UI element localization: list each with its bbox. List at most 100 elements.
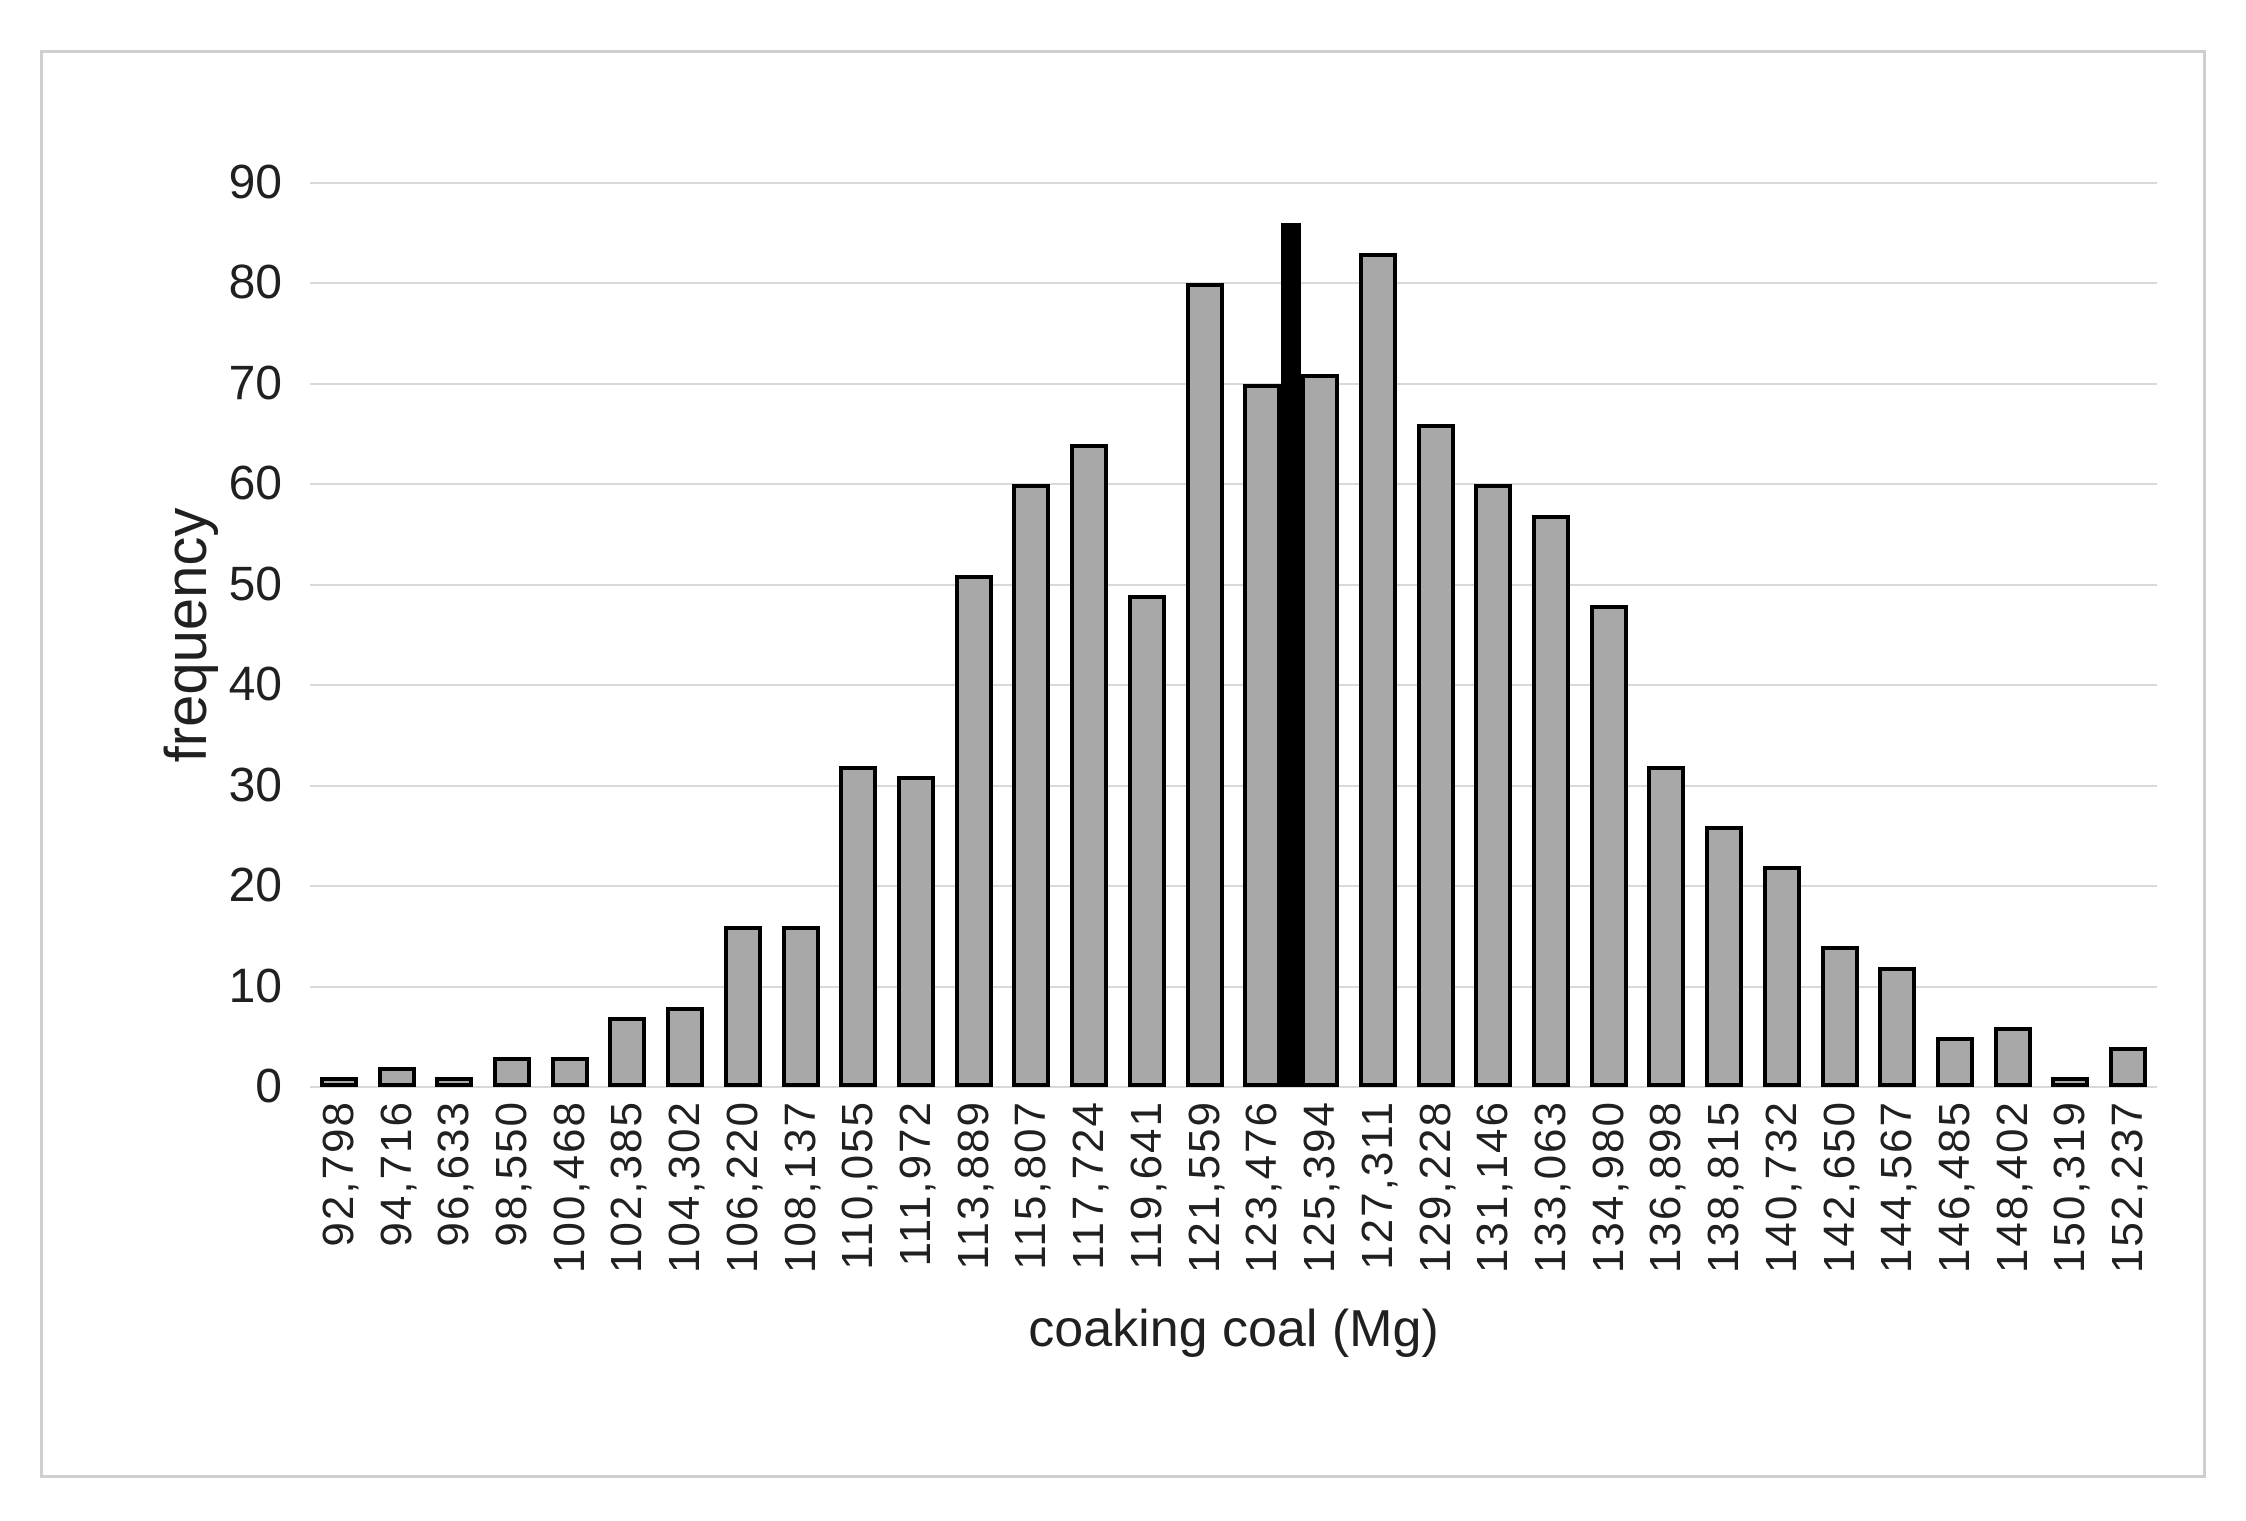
x-axis-tick-labels: 92,798 94,716 96,633 98,550 100,468 102,385 10… [310, 1100, 2157, 1300]
x-tick-label: 146,485 [1929, 1100, 1979, 1274]
gridline-y-20 [310, 885, 2157, 888]
bar-123,476 [1243, 383, 1282, 1087]
bar-cell [1868, 183, 1926, 1087]
x-tick-cell: 115,807 [1003, 1100, 1061, 1300]
x-tick-cell: 121,559 [1176, 1100, 1234, 1300]
x-tick-label: 140,732 [1756, 1100, 1806, 1274]
bar-127,311 [1358, 253, 1397, 1087]
x-tick-label: 94,716 [371, 1100, 421, 1247]
x-tick-cell: 134,980 [1580, 1100, 1638, 1300]
x-axis-title-text: coaking coal (Mg) [1028, 1300, 1439, 1358]
x-tick-label: 142,650 [1814, 1100, 1864, 1274]
x-tick-label: 102,385 [602, 1100, 652, 1274]
x-tick-cell: 100,468 [541, 1100, 599, 1300]
x-tick-label: 121,559 [1179, 1100, 1229, 1274]
x-tick-label: 144,567 [1872, 1100, 1922, 1274]
x-tick-label: 92,798 [313, 1100, 363, 1247]
gridline-y-60 [310, 483, 2157, 486]
bar-cell [1003, 183, 1061, 1087]
bar-cell [310, 183, 368, 1087]
bar-cell [1695, 183, 1753, 1087]
x-tick-label: 111,972 [891, 1100, 941, 1267]
x-tick-cell: 144,567 [1868, 1100, 1926, 1300]
bar-131,146 [1474, 484, 1513, 1087]
bar-129,228 [1416, 424, 1455, 1087]
x-tick-cell: 119,641 [1118, 1100, 1176, 1300]
y-tick-label: 80 [228, 256, 282, 310]
x-tick-cell: 96,633 [425, 1100, 483, 1300]
bar-125,394 [1301, 373, 1340, 1087]
x-tick-label: 129,228 [1410, 1100, 1460, 1274]
bar-cell [945, 183, 1003, 1087]
bar-102,385 [608, 1016, 647, 1087]
plot-area [310, 182, 2157, 1088]
y-tick-label: 10 [228, 959, 282, 1013]
x-tick-label: 150,319 [2045, 1100, 2095, 1274]
bar-113,889 [954, 574, 993, 1087]
bar-98,550 [493, 1056, 532, 1087]
bar-110,055 [839, 765, 878, 1087]
bar-104,302 [666, 1006, 705, 1087]
x-tick-label: 117,724 [1064, 1100, 1114, 1270]
bar-cell [1811, 183, 1869, 1087]
bar-cell [887, 183, 945, 1087]
gridline-y-30 [310, 784, 2157, 787]
x-tick-cell: 117,724 [1060, 1100, 1118, 1300]
x-tick-cell: 113,889 [945, 1100, 1003, 1300]
x-tick-label: 108,137 [775, 1100, 825, 1274]
x-tick-cell: 92,798 [310, 1100, 368, 1300]
bar-136,898 [1647, 765, 1686, 1087]
bar-series [310, 183, 2157, 1087]
x-tick-label: 148,402 [1987, 1100, 2037, 1274]
x-tick-label: 136,898 [1641, 1100, 1691, 1274]
bar-115,807 [1012, 484, 1051, 1087]
x-tick-label: 115,807 [1006, 1100, 1056, 1270]
x-tick-cell: 104,302 [656, 1100, 714, 1300]
x-tick-cell: 136,898 [1638, 1100, 1696, 1300]
x-tick-cell: 111,972 [887, 1100, 945, 1300]
x-tick-label: 125,394 [1295, 1100, 1345, 1274]
bar-cell [772, 183, 830, 1087]
y-axis-tick-labels: 0 10 20 30 40 50 60 70 80 90 [43, 159, 282, 1111]
bar-cell [483, 183, 541, 1087]
bar-148,402 [1993, 1026, 2032, 1087]
bar-117,724 [1070, 444, 1109, 1087]
bar-108,137 [781, 926, 820, 1087]
bar-144,567 [1878, 966, 1917, 1087]
bar-111,972 [897, 775, 936, 1087]
bar-cell [1407, 183, 1465, 1087]
x-tick-label: 104,302 [660, 1100, 710, 1274]
bar-cell [2042, 183, 2100, 1087]
y-tick-label: 90 [228, 156, 282, 209]
chart-frame: frequency 0 10 20 30 40 50 60 70 80 90 92,798 94,7… [40, 50, 2206, 1478]
x-tick-label: 127,311 [1352, 1100, 1402, 1270]
bar-134,980 [1589, 604, 1628, 1087]
x-tick-cell: 127,311 [1349, 1100, 1407, 1300]
x-tick-label: 138,815 [1699, 1100, 1749, 1274]
x-tick-cell: 138,815 [1695, 1100, 1753, 1300]
x-tick-cell: 125,394 [1291, 1100, 1349, 1300]
x-tick-cell: 133,063 [1522, 1100, 1580, 1300]
x-tick-label: 131,146 [1468, 1100, 1518, 1274]
x-tick-label: 98,550 [487, 1100, 537, 1247]
x-tick-cell: 152,237 [2099, 1100, 2157, 1300]
x-tick-cell: 108,137 [772, 1100, 830, 1300]
y-tick-label: 20 [228, 859, 282, 913]
gridline-y-50 [310, 583, 2157, 586]
x-tick-cell: 131,146 [1464, 1100, 1522, 1300]
x-tick-cell: 150,319 [2042, 1100, 2100, 1300]
x-tick-cell: 110,055 [829, 1100, 887, 1300]
mean-marker-bar [1281, 223, 1302, 1087]
x-tick-label: 152,237 [2103, 1100, 2153, 1274]
gridline-y-0 [310, 1086, 2157, 1088]
bar-121,559 [1185, 283, 1224, 1087]
x-tick-cell: 98,550 [483, 1100, 541, 1300]
gridline-y-90 [310, 182, 2157, 184]
bar-cell [1118, 183, 1176, 1087]
bar-cell [1464, 183, 1522, 1087]
bar-cell [829, 183, 887, 1087]
bar-cell [2099, 183, 2157, 1087]
x-tick-cell: 148,402 [1984, 1100, 2042, 1300]
bar-cell [425, 183, 483, 1087]
bar-cell [1753, 183, 1811, 1087]
